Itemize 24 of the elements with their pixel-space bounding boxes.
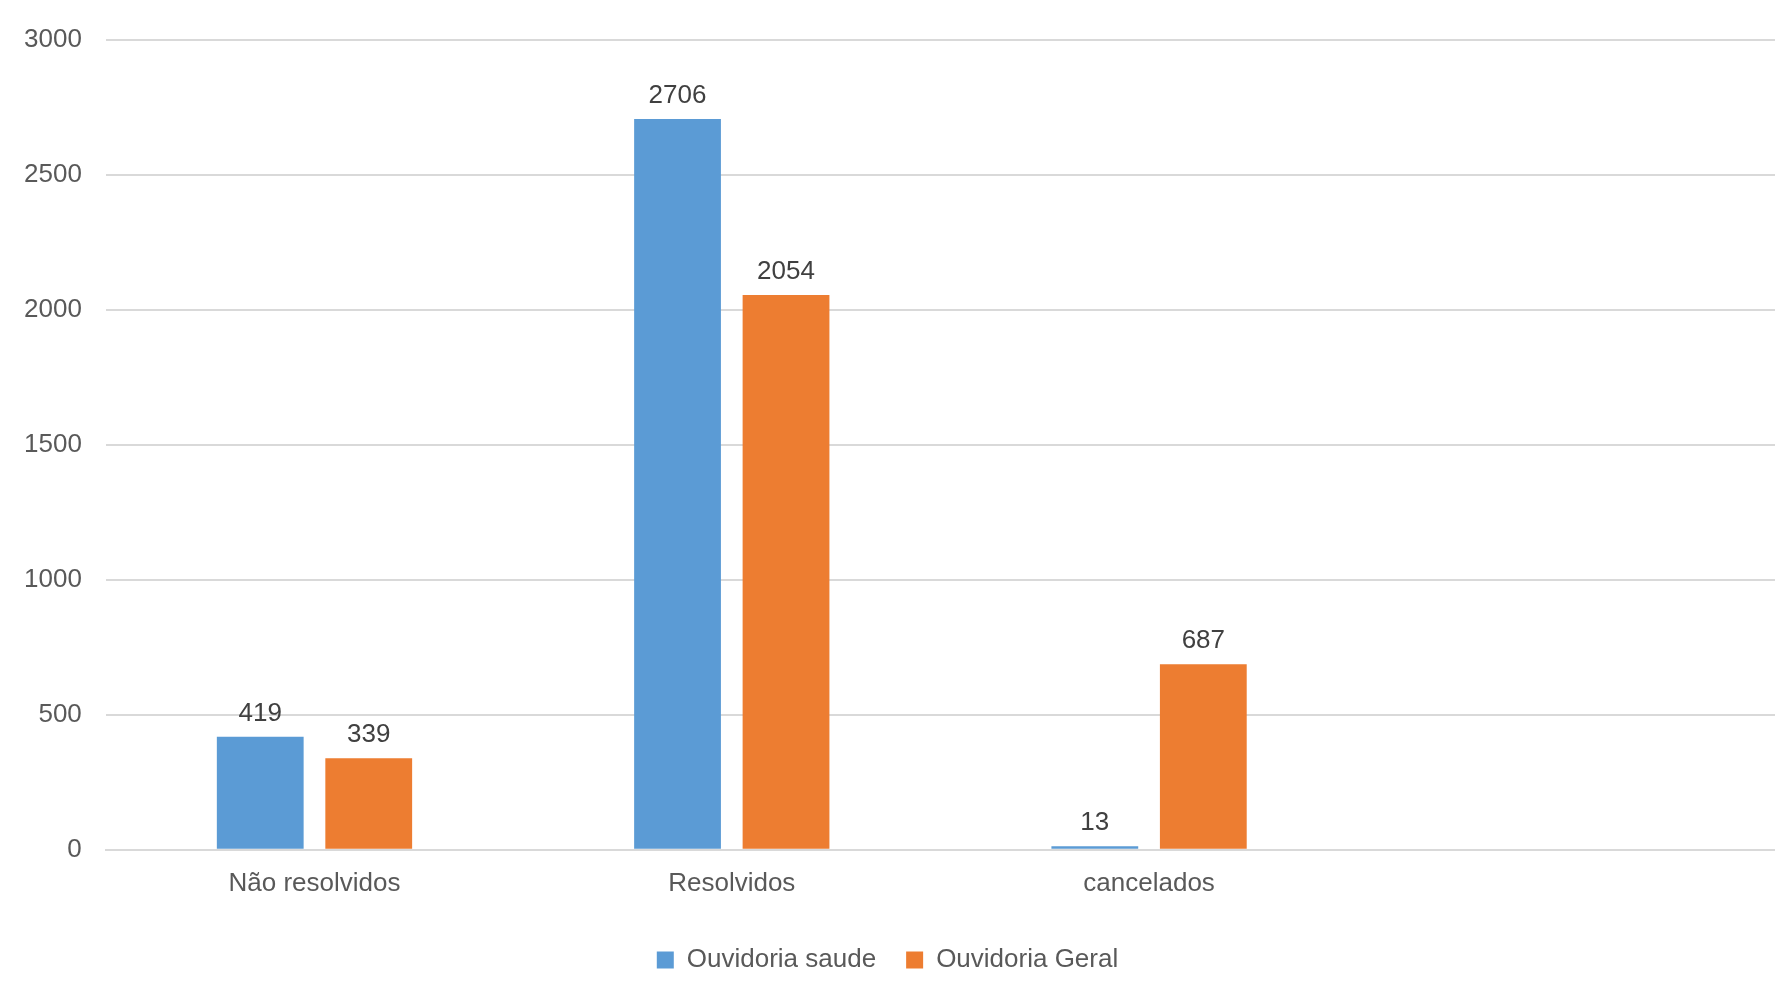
- legend-label: Ouvidoria Geral: [936, 943, 1119, 974]
- data-label: 419: [238, 696, 282, 727]
- bar: [634, 119, 721, 849]
- data-label: 2706: [648, 79, 707, 110]
- y-tick-label: 500: [38, 697, 82, 728]
- bar: [325, 758, 413, 849]
- data-label: 2054: [757, 255, 815, 286]
- data-label: 339: [347, 718, 391, 749]
- y-tick-label: 0: [67, 832, 82, 863]
- legend-label: Ouvidoria saude: [686, 943, 877, 974]
- bar: [1159, 664, 1247, 849]
- x-tick-label: Não resolvidos: [228, 866, 401, 897]
- y-tick-label: 3000: [24, 22, 82, 53]
- data-label: 13: [1080, 806, 1110, 837]
- data-label: 687: [1181, 624, 1226, 655]
- bar: [1051, 846, 1139, 849]
- x-tick-label: cancelados: [1083, 866, 1215, 897]
- bar: [216, 736, 304, 849]
- y-tick-label: 2500: [24, 157, 82, 188]
- y-tick-label: 2000: [24, 292, 82, 323]
- y-tick-label: 1000: [24, 562, 82, 593]
- x-tick-label: Resolvidos: [668, 866, 796, 897]
- bar: [742, 295, 830, 849]
- y-tick-label: 1500: [24, 427, 82, 458]
